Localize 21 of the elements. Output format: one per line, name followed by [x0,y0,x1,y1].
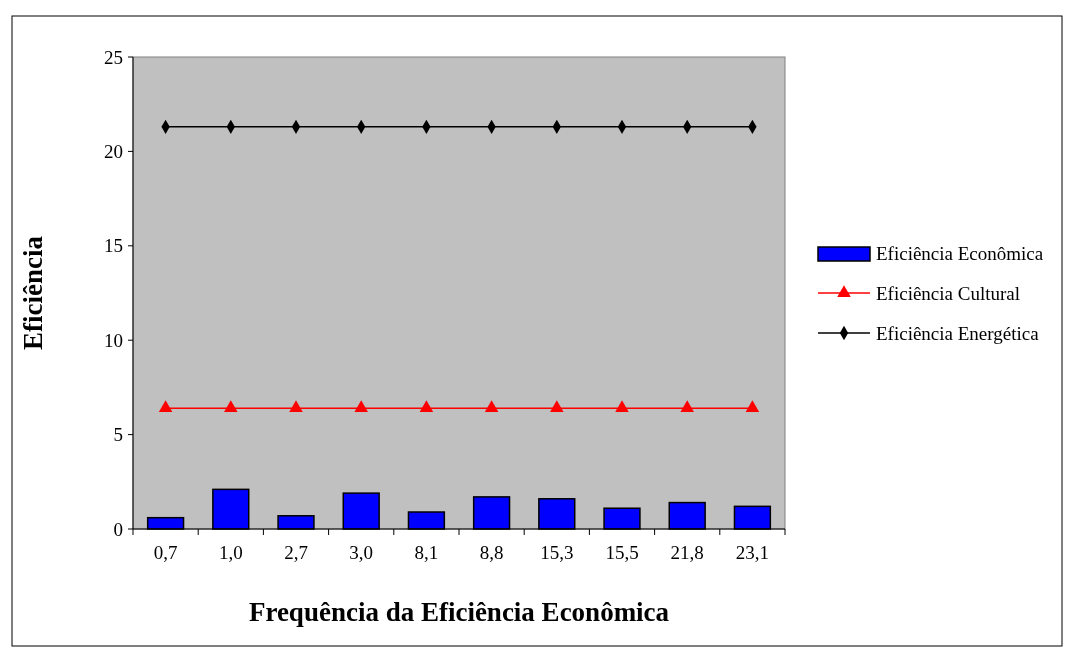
y-tick-label: 25 [104,46,123,68]
y-tick-label: 20 [104,141,123,163]
y-tick-label: 0 [113,518,123,540]
x-tick-label: 8,8 [479,542,504,563]
legend-label: Eficiência Energética [876,322,1040,344]
x-tick-label: 1,0 [218,542,243,563]
x-tick-label: 2,7 [284,542,308,563]
y-axis-title: Eficiência [18,235,48,350]
y-tick-label: 5 [113,424,123,446]
y-tick-label: 15 [104,235,123,257]
legend-label: Eficiência Cultural [876,282,1021,304]
x-tick-label: 23,1 [735,542,770,563]
x-tick-label: 15,3 [540,542,574,563]
x-tick-label: 21,8 [670,542,704,563]
x-tick-label: 8,1 [414,542,439,563]
y-tick-label: 10 [104,329,123,351]
legend-label: Eficiência Econômica [876,242,1044,264]
x-tick-label: 0,7 [153,542,178,563]
x-axis-title: Frequência da Eficiência Econômica [248,597,670,627]
x-tick-label: 15,5 [605,542,639,563]
x-tick-label: 3,0 [349,542,374,563]
